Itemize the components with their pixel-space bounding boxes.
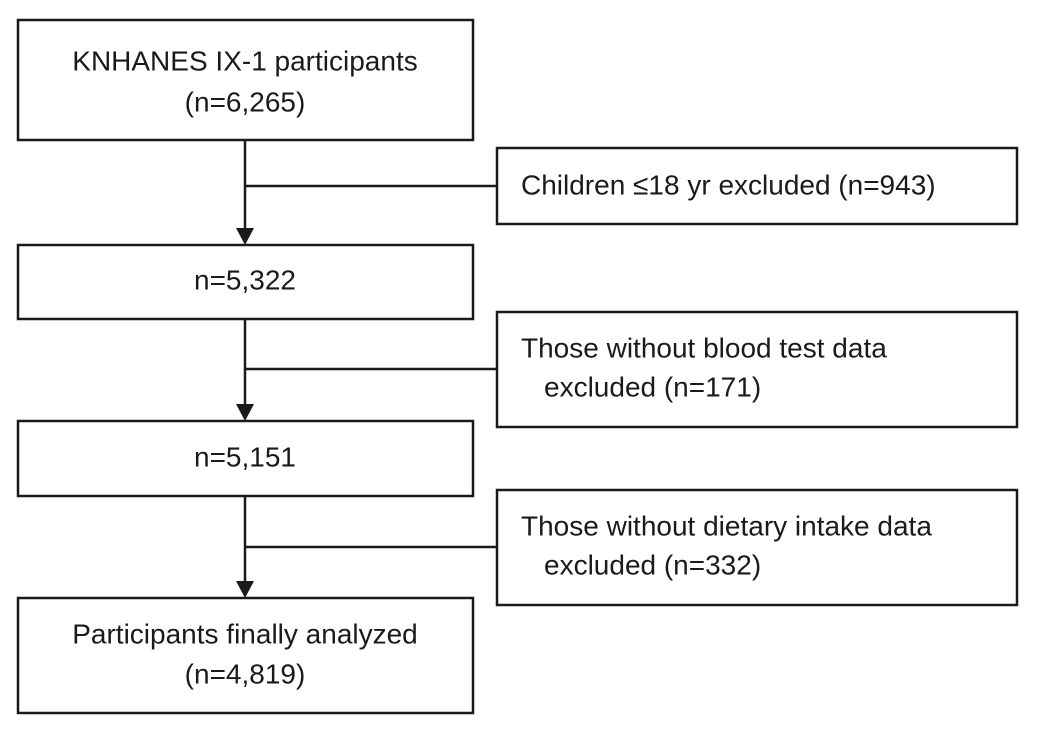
box-text: (n=6,265) xyxy=(185,86,306,117)
exclusion-text: Children ≤18 yr excluded (n=943) xyxy=(521,169,936,200)
box-text: n=5,322 xyxy=(194,264,296,295)
exclusion-box xyxy=(495,146,1019,226)
box-text: KNHANES IX-1 participants xyxy=(72,45,417,76)
arrowhead xyxy=(236,581,254,598)
flow-box xyxy=(16,596,475,715)
box-text: Participants finally analyzed xyxy=(72,618,418,649)
flow-box xyxy=(16,419,475,498)
flow-box xyxy=(16,18,475,142)
box-text: n=5,151 xyxy=(194,441,296,472)
arrowhead xyxy=(236,228,254,245)
exclusion-text: excluded (n=332) xyxy=(544,549,761,580)
flow-box xyxy=(16,243,475,321)
exclusion-text: excluded (n=171) xyxy=(544,371,761,402)
box-text: (n=4,819) xyxy=(185,658,306,689)
exclusion-text: Those without blood test data xyxy=(521,332,887,363)
exclusion-box xyxy=(495,310,1019,429)
exclusion-text: Those without dietary intake data xyxy=(521,510,932,541)
exclusion-box xyxy=(495,488,1019,607)
arrowhead xyxy=(236,404,254,421)
